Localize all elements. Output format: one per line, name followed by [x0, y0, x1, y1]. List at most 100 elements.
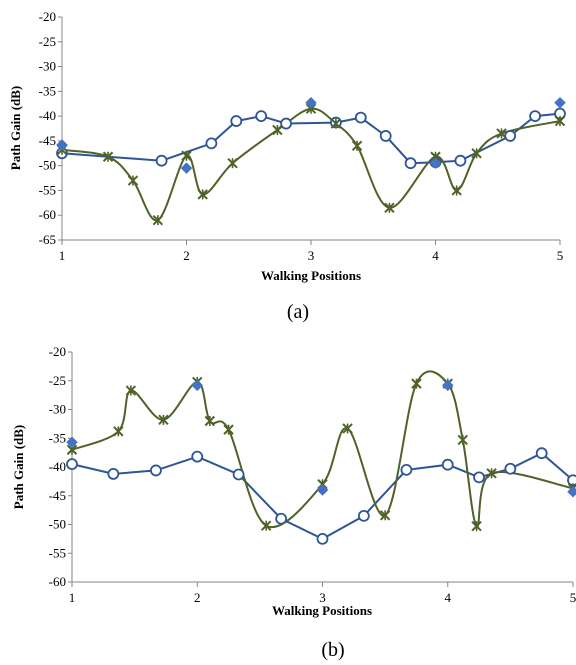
x-marker-b — [486, 468, 497, 479]
diamond-marker-a — [429, 157, 442, 170]
y-tick-label-a: -40 — [39, 108, 56, 123]
x-marker-b — [411, 378, 422, 389]
circle-marker-a — [280, 117, 293, 130]
x-marker-a — [384, 202, 395, 213]
x-tick-label-a: 3 — [308, 248, 315, 263]
diamond-marker-b — [66, 436, 78, 449]
circle-marker-a — [454, 154, 467, 167]
y-tick-label-b: -35 — [49, 430, 66, 445]
y-tick-labels-b: -20 -25 -30 -35 -40 -45 -50 -55 -60 — [49, 344, 72, 589]
x-tick-label-a: 4 — [432, 248, 439, 263]
y-tick-label-a: -65 — [39, 232, 56, 247]
series-line-circle-a — [61, 112, 561, 165]
y-tick-label-a: -35 — [39, 83, 56, 98]
x-axis-label-a: Walking Positions — [261, 268, 361, 283]
circle-marker-a — [354, 111, 367, 124]
circle-marker-a — [379, 130, 392, 142]
series-markers-a — [56, 96, 566, 226]
y-axis-label-b: Path Gain (dB) — [11, 425, 26, 510]
y-tick-label-b: -25 — [49, 373, 66, 388]
circle-marker-b — [150, 464, 162, 477]
y-tick-label-b: -50 — [49, 517, 66, 532]
y-tick-labels-a: -20 -25 -30 -35 -40 -45 -50 -55 -60 -65 — [39, 9, 62, 247]
x-marker-b — [125, 385, 137, 396]
x-tick-label-b: 1 — [69, 590, 76, 605]
circle-marker-b — [441, 458, 454, 471]
diamond-marker-a — [554, 96, 566, 109]
x-tick-label-b: 5 — [570, 590, 576, 605]
circle-marker-b — [504, 462, 517, 475]
circle-marker-b — [275, 512, 288, 525]
circle-marker-a — [404, 157, 417, 170]
diamond-marker-b — [441, 379, 454, 392]
x-tick-label-b: 3 — [319, 590, 326, 605]
x-marker-b — [204, 415, 215, 427]
x-marker-a — [152, 214, 164, 226]
x-marker-a — [227, 157, 238, 169]
series-line-x-b — [71, 370, 574, 529]
x-tick-labels-b: 1 2 3 4 5 — [69, 582, 576, 605]
x-tick-label-a: 2 — [183, 248, 190, 263]
circle-marker-b — [107, 467, 120, 480]
x-marker-b — [223, 424, 234, 435]
y-tick-label-a: -55 — [39, 182, 56, 197]
circle-marker-b — [473, 471, 485, 484]
x-marker-b — [471, 521, 482, 532]
circle-marker-a — [529, 110, 541, 123]
x-tick-label-a: 1 — [59, 248, 66, 263]
circle-marker-b — [400, 463, 413, 476]
series-lines-a — [61, 107, 561, 222]
circle-marker-a — [504, 130, 517, 142]
x-marker-a — [451, 185, 462, 196]
diamond-marker-b — [567, 485, 576, 498]
x-tick-label-b: 2 — [194, 590, 201, 605]
diamond-marker-a — [56, 138, 68, 151]
diamond-marker-a — [180, 162, 193, 174]
x-tick-label-b: 4 — [445, 590, 452, 605]
y-tick-label-b: -60 — [49, 574, 66, 589]
y-tick-label-a: -25 — [39, 34, 56, 49]
x-marker-a — [554, 115, 566, 127]
x-marker-a — [496, 128, 507, 139]
circle-marker-b — [535, 447, 548, 460]
x-tick-label-a: 5 — [557, 248, 564, 263]
y-tick-label-b: -20 — [49, 344, 66, 359]
x-marker-b — [113, 426, 124, 437]
panel-b: -20 -25 -30 -35 -40 -45 -50 -55 -60 1 2 3 4 5 Walkin… — [11, 344, 576, 661]
y-tick-label-a: -45 — [39, 133, 56, 148]
x-marker-b — [457, 434, 468, 446]
x-marker-a — [330, 118, 342, 129]
circle-marker-b — [66, 458, 78, 471]
x-marker-a — [272, 124, 283, 136]
x-marker-b — [158, 414, 169, 426]
x-marker-b — [379, 510, 391, 521]
caption-a: (a) — [287, 301, 309, 323]
x-marker-b — [260, 520, 272, 531]
x-marker-a — [351, 140, 363, 152]
diamond-marker-b — [316, 484, 329, 496]
x-marker-a — [197, 189, 208, 200]
series-lines-b — [71, 370, 574, 541]
y-tick-label-b: -40 — [49, 459, 66, 474]
y-tick-label-a: -50 — [39, 158, 56, 173]
panel-a: -20 -25 -30 -35 -40 -45 -50 -55 -60 -65 1 2 3 4 5 Wal… — [8, 9, 566, 323]
series-line-x-a — [61, 107, 561, 222]
y-tick-label-a: -30 — [39, 59, 56, 74]
x-marker-a — [181, 150, 192, 161]
caption-b: (b) — [321, 639, 344, 661]
diamond-marker-a — [305, 96, 317, 109]
circle-marker-a — [155, 154, 168, 167]
y-axis-label-a: Path Gain (dB) — [8, 86, 23, 171]
x-tick-labels-a: 1 2 3 4 5 — [59, 240, 564, 263]
circle-marker-b — [357, 509, 370, 522]
y-tick-label-b: -55 — [49, 545, 66, 560]
circle-marker-b — [232, 468, 245, 481]
circle-marker-a — [205, 137, 218, 150]
series-markers-b — [66, 376, 576, 545]
x-marker-b — [342, 423, 353, 434]
circle-marker-b — [191, 450, 204, 463]
x-axis-label-b: Walking Positions — [272, 603, 372, 618]
y-tick-label-a: -20 — [39, 9, 56, 24]
y-tick-label-a: -60 — [39, 207, 56, 222]
